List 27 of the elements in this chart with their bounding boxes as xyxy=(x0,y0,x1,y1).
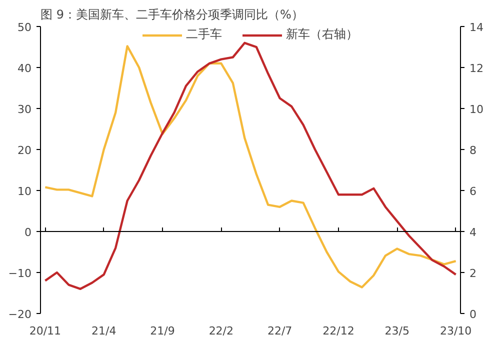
legend-label: 新车（右轴） xyxy=(286,26,358,43)
y2-tick-label: 10 xyxy=(470,103,484,116)
x-tick-label: 23/10 xyxy=(440,324,472,338)
x-tick-label: 22/2 xyxy=(208,324,234,338)
x-tick-label: 23/5 xyxy=(384,324,410,338)
y-tick-label: −10 xyxy=(8,267,32,280)
x-tick-label: 22/7 xyxy=(267,324,292,338)
y2-tick-label: 2 xyxy=(470,267,476,280)
y2-tick-label: 12 xyxy=(470,62,484,75)
legend-label: 二手车 xyxy=(186,26,222,43)
y-tick-label: 20 xyxy=(18,144,32,157)
x-tick-label: 21/9 xyxy=(150,324,175,338)
y-tick-label: 50 xyxy=(18,21,32,34)
y-tick-label: 40 xyxy=(18,62,32,75)
y-tick-label: 10 xyxy=(18,185,32,198)
y2-tick-label: 14 xyxy=(470,21,484,34)
x-tick-label: 20/11 xyxy=(29,324,62,338)
y-tick-label: −20 xyxy=(8,308,32,321)
y2-tick-label: 8 xyxy=(470,144,476,157)
y2-tick-label: 4 xyxy=(470,226,476,239)
y-tick-label: 30 xyxy=(18,103,32,116)
chart-title: 图 9：美国新车、二手车价格分项季调同比（%） xyxy=(40,8,304,22)
x-tick-label: 22/12 xyxy=(322,324,354,338)
y2-tick-label: 6 xyxy=(470,185,476,198)
y2-tick-label: 0 xyxy=(470,308,476,321)
x-tick-label: 21/4 xyxy=(92,324,116,338)
y-tick-label: 0 xyxy=(24,226,32,239)
